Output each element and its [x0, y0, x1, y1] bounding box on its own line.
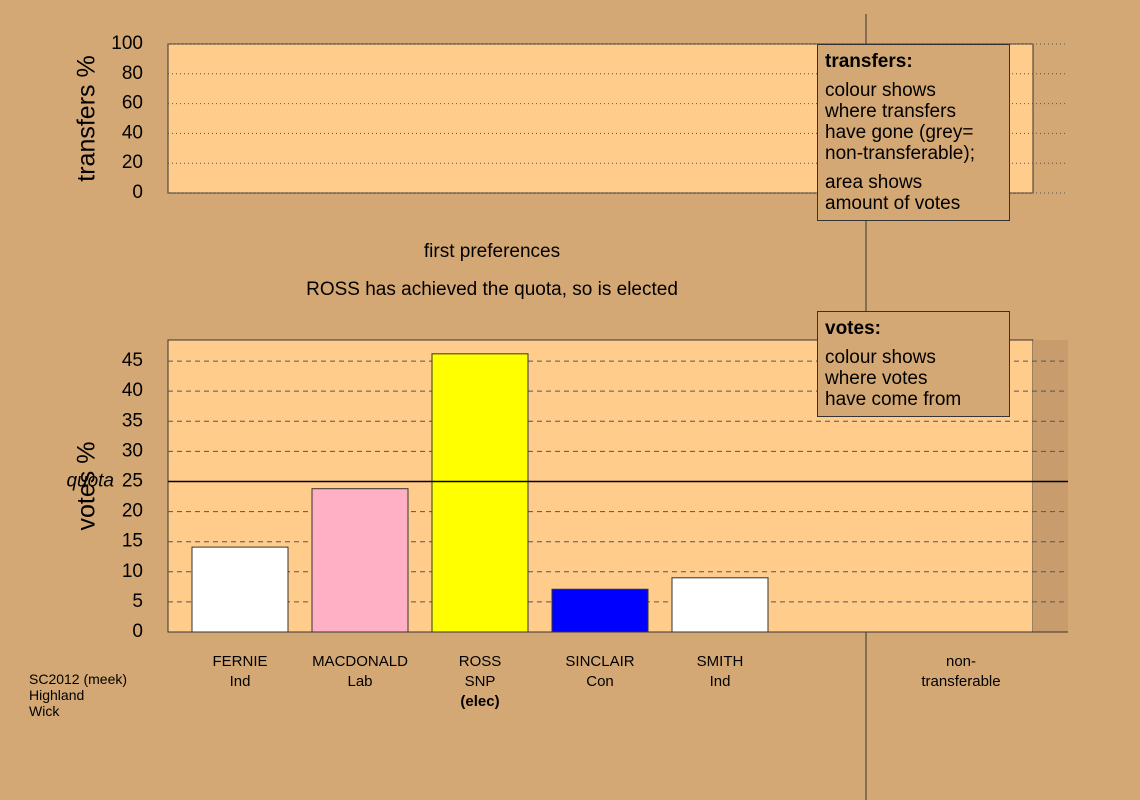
candidate-name: MACDONALD: [312, 653, 408, 670]
y-tick-label: 60: [122, 93, 143, 114]
note-text: colour shows where transfers have gone (…: [825, 80, 975, 164]
bar: [551, 588, 649, 633]
y-tick-label: 30: [122, 440, 143, 461]
x-tick-label: MACDONALD Lab: [300, 652, 420, 692]
y-tick-label: 40: [122, 380, 143, 401]
note-box: transfers: colour shows where transfers h…: [817, 44, 1010, 221]
y-axis-label: transfers %: [73, 55, 101, 181]
y-axis-label: votes %: [73, 442, 101, 531]
x-tick-label: SMITH Ind: [660, 652, 780, 692]
x-tick-label: FERNIE Ind: [180, 652, 300, 692]
y-tick-label: 35: [122, 410, 143, 431]
candidate-name: SINCLAIR: [565, 653, 635, 670]
bar: [191, 546, 289, 633]
bar: [431, 353, 529, 633]
note-heading: votes:: [825, 318, 881, 339]
y-tick-label: 20: [122, 152, 143, 173]
annotation: (elec): [460, 693, 500, 710]
x-tick-label: ROSS SNP (elec): [420, 652, 540, 712]
y-tick-label: 100: [111, 33, 143, 54]
note-text: colour shows where votes have come from: [825, 347, 962, 410]
party: Ind: [709, 673, 731, 690]
quota-label: quota: [66, 471, 114, 492]
y-tick-label: 5: [132, 591, 143, 612]
y-tick-label: 45: [122, 350, 143, 371]
x-tick-label: SINCLAIR Con: [540, 652, 660, 692]
y-tick-label: 25: [122, 471, 143, 492]
note-box: votes: colour shows where votes have come…: [817, 311, 1010, 417]
chart-subtitle: ROSS has achieved the quota, so is elect…: [306, 279, 678, 300]
y-tick-label: 0: [132, 621, 143, 642]
candidate-name: SMITH: [696, 653, 744, 670]
note-heading: transfers:: [825, 51, 913, 72]
y-tick-label: 80: [122, 63, 143, 84]
y-tick-label: 40: [122, 122, 143, 143]
chart-title: first preferences: [423, 241, 561, 262]
y-tick-label: 0: [132, 182, 143, 203]
party: Lab: [347, 673, 373, 690]
party: Con: [586, 673, 614, 690]
candidate-name: ROSS: [458, 653, 502, 670]
bar: [311, 488, 409, 633]
y-tick-label: 10: [122, 561, 143, 582]
nontransferable-area: [1033, 340, 1068, 632]
party: Ind: [229, 673, 251, 690]
note-text: area shows amount of votes: [825, 172, 961, 214]
x-tick-label: non- transferable: [921, 653, 1001, 690]
y-tick-label: 20: [122, 501, 143, 522]
y-tick-label: 15: [122, 531, 143, 552]
candidate-name: FERNIE: [212, 653, 268, 670]
party: SNP: [464, 673, 496, 690]
bar: [671, 577, 769, 633]
source: SC2012 (meek) Highland Wick: [29, 671, 128, 719]
